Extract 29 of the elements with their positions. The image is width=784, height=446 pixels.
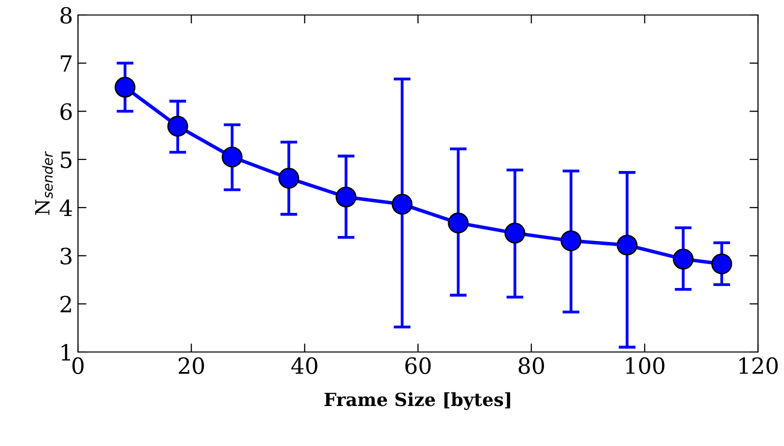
y-axis-title: N$_{sender}$ <box>35 151 53 215</box>
y-tick-label: 4 <box>60 200 72 216</box>
point <box>392 194 413 215</box>
y-tick-label: 8 <box>60 6 72 24</box>
point <box>504 222 526 244</box>
y-tick-label: 7 <box>60 55 72 72</box>
point <box>114 76 136 98</box>
x-tick-label: 80 <box>518 357 544 374</box>
point <box>448 212 469 234</box>
y-tick-label: 6 <box>60 103 72 120</box>
x-tick-label: 0 <box>72 357 84 374</box>
x-tick-label: 20 <box>178 357 204 374</box>
point <box>560 230 582 252</box>
point <box>167 116 188 137</box>
x-tick-label: 100 <box>626 357 664 374</box>
x-tick-label: 120 <box>740 357 778 374</box>
x-tick-label: 40 <box>291 357 318 374</box>
point <box>711 253 732 274</box>
y-tick-label: 3 <box>60 248 72 264</box>
point <box>672 248 694 270</box>
y-tick-label: 2 <box>60 296 71 312</box>
point <box>278 168 300 189</box>
x-tick-label: 60 <box>405 357 431 374</box>
point <box>336 186 356 208</box>
y-tick-label: 1 <box>62 344 70 360</box>
y-tick-label: 5 <box>60 152 72 168</box>
point <box>222 146 243 168</box>
point <box>616 234 638 256</box>
x-axis-title: Frame Size [bytes] <box>324 392 510 410</box>
